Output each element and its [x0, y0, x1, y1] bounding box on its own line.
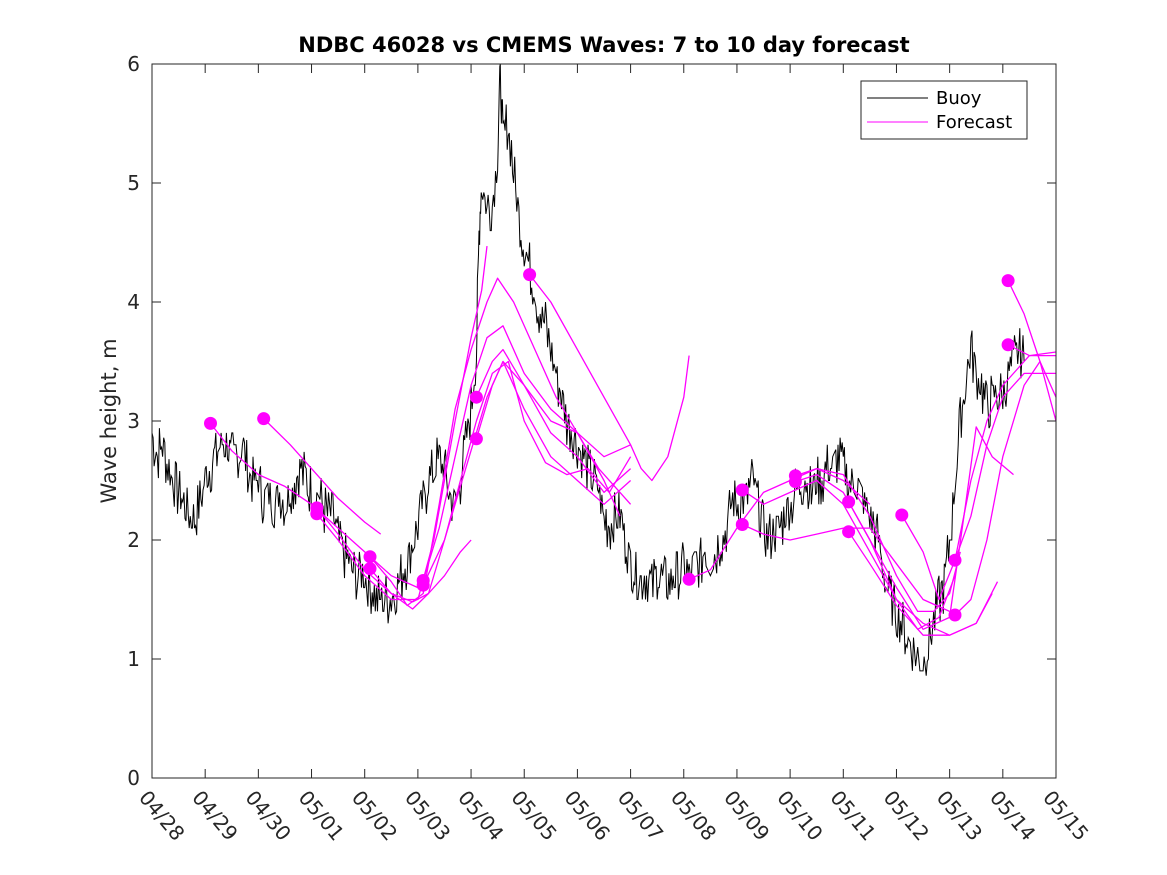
legend-box — [860, 80, 1028, 140]
forecast-line-18 — [848, 531, 999, 636]
x-tick-label: 05/04 — [453, 786, 508, 846]
forecast-line-16 — [795, 473, 956, 630]
forecast-line-2 — [263, 418, 382, 535]
forecast-marker-23 — [1001, 338, 1015, 352]
forecast-marker-8 — [416, 578, 430, 592]
forecast-marker-20 — [948, 553, 962, 567]
x-tick-label: 05/12 — [879, 786, 934, 846]
forecast-marker-21 — [948, 608, 962, 622]
forecast-marker-2 — [257, 412, 271, 426]
x-tick-label: 04/29 — [187, 786, 242, 846]
y-axis-label: Wave height, m — [97, 338, 121, 503]
legend-forecast-label: Forecast — [936, 112, 1012, 133]
forecast-line-23 — [1007, 344, 1056, 357]
forecast-line-15 — [795, 467, 961, 613]
forecast-marker-13 — [735, 483, 749, 497]
forecast-marker-5 — [363, 550, 377, 564]
plot-background — [152, 64, 1056, 778]
x-tick-label: 04/28 — [134, 786, 189, 846]
legend-buoy-label: Buoy — [936, 88, 982, 109]
x-tick-label: 05/02 — [347, 786, 402, 846]
forecast-line-8 — [422, 360, 632, 586]
chart-title: NDBC 46028 vs CMEMS Waves: 7 to 10 day f… — [298, 33, 909, 57]
forecast-line-7 — [422, 325, 631, 581]
forecast-marker-22 — [1001, 274, 1015, 288]
y-tick-label: 3 — [127, 409, 140, 433]
forecast-marker-12 — [682, 572, 696, 586]
y-tick-label: 5 — [127, 171, 140, 195]
forecast-marker-10 — [469, 432, 483, 446]
forecast-marker-14 — [735, 518, 749, 531]
y-tick-label: 1 — [127, 647, 140, 671]
forecast-line-19 — [901, 351, 1056, 601]
forecast-line-12 — [688, 467, 871, 580]
x-tick-label: 05/03 — [400, 786, 455, 846]
x-tick-label: 05/10 — [772, 786, 827, 846]
y-tick-label: 0 — [127, 766, 140, 790]
forecast-marker-layer — [204, 268, 1015, 622]
forecast-line-6 — [369, 360, 632, 610]
x-tick-label: 05/06 — [560, 786, 615, 846]
plot-area — [151, 63, 1057, 779]
forecast-marker-18 — [842, 525, 856, 539]
forecast-line-22 — [1007, 280, 1056, 422]
forecast-line-9 — [475, 348, 621, 517]
forecast-marker-19 — [895, 508, 909, 522]
x-tick-label: 05/13 — [932, 786, 987, 846]
y-tick-label: 2 — [127, 528, 140, 552]
x-tick-label: 05/15 — [1038, 786, 1093, 846]
x-tick-label: 05/05 — [506, 786, 561, 846]
forecast-marker-9 — [469, 390, 483, 404]
x-tick-label: 05/07 — [613, 786, 668, 846]
forecast-marker-4 — [310, 507, 324, 521]
forecast-marker-17 — [842, 495, 856, 509]
forecast-line-11 — [529, 274, 690, 482]
forecast-marker-1 — [204, 416, 217, 430]
x-tick-label: 05/08 — [666, 786, 721, 846]
x-tick-label: 05/01 — [294, 786, 349, 846]
y-tick-label: 4 — [127, 290, 140, 314]
x-tick-label: 05/14 — [985, 786, 1040, 846]
x-tick-label: 04/30 — [241, 786, 296, 846]
x-tick-label: 05/11 — [825, 786, 880, 846]
forecast-marker-16 — [788, 475, 802, 489]
forecast-marker-11 — [523, 268, 537, 282]
y-axis: 0 1 2 3 4 5 6 — [127, 52, 1056, 790]
buoy-series-layer — [152, 64, 1025, 676]
legend: Buoy Forecast — [860, 80, 1028, 140]
forecast-line-10 — [475, 360, 632, 505]
y-tick-label: 6 — [127, 52, 140, 76]
buoy-line — [152, 64, 1025, 676]
x-tick-label: 05/09 — [719, 786, 774, 846]
forecast-line-20 — [954, 372, 1056, 561]
forecast-marker-6 — [363, 562, 377, 576]
